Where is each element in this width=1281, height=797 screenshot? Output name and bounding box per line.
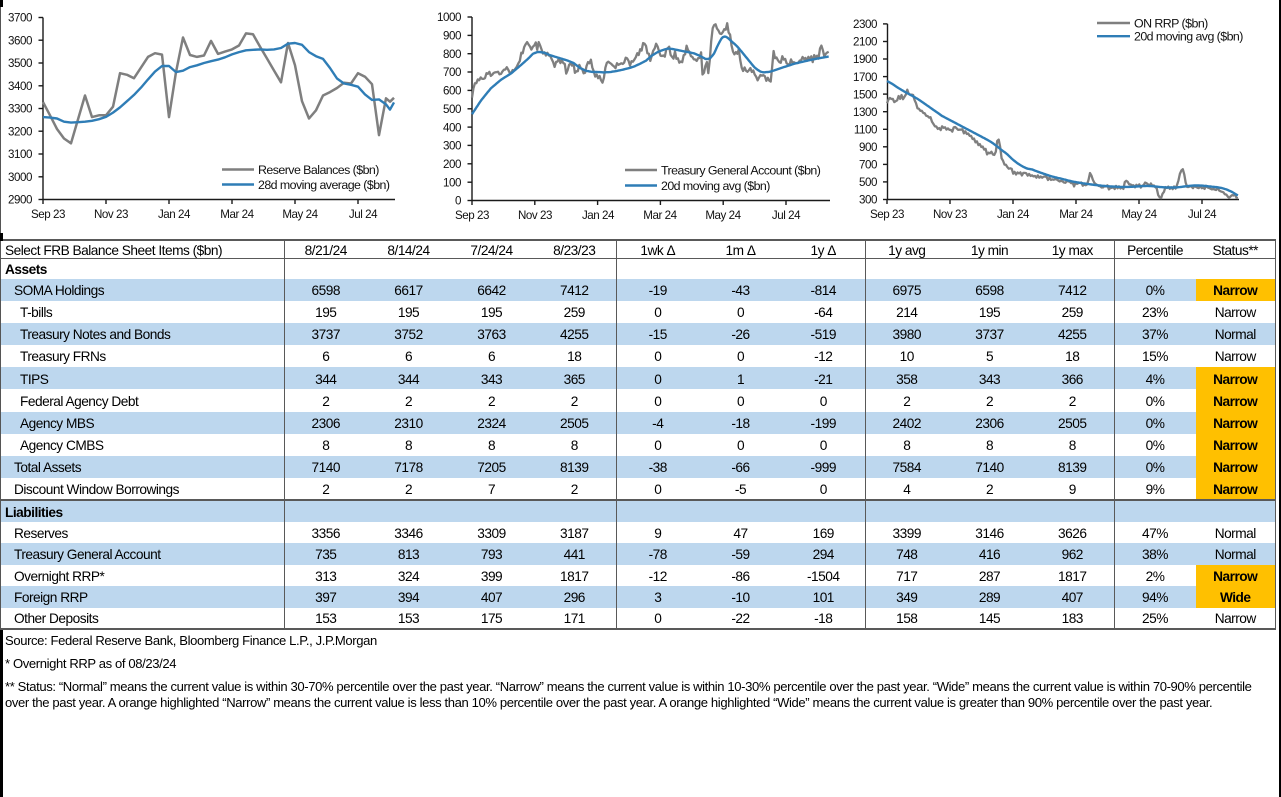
svg-text:Mar 24: Mar 24 (1059, 208, 1093, 221)
svg-text:3200: 3200 (8, 125, 32, 138)
svg-text:Jan 24: Jan 24 (997, 208, 1030, 221)
svg-text:100: 100 (443, 176, 461, 189)
svg-text:Nov 23: Nov 23 (94, 208, 128, 221)
svg-text:1100: 1100 (854, 124, 877, 137)
svg-text:900: 900 (443, 30, 461, 43)
svg-text:ON RRP ($bn): ON RRP ($bn) (1134, 16, 1208, 30)
svg-text:Sep 23: Sep 23 (31, 208, 65, 221)
svg-text:Sep 23: Sep 23 (455, 209, 489, 222)
svg-text:2100: 2100 (853, 36, 877, 49)
svg-text:Jul 24: Jul 24 (772, 209, 801, 222)
svg-text:1000: 1000 (437, 11, 461, 24)
svg-text:Jan 24: Jan 24 (582, 209, 615, 222)
svg-text:500: 500 (443, 103, 461, 116)
svg-text:Reserve Balances ($bn): Reserve Balances ($bn) (258, 163, 379, 177)
svg-text:300: 300 (859, 194, 877, 207)
svg-text:Jul 24: Jul 24 (1188, 208, 1217, 221)
svg-text:20d moving avg ($bn): 20d moving avg ($bn) (1134, 30, 1243, 44)
svg-text:3100: 3100 (8, 148, 32, 161)
svg-text:1900: 1900 (853, 53, 877, 66)
svg-text:Sep 23: Sep 23 (870, 208, 904, 221)
svg-text:3700: 3700 (8, 12, 32, 25)
svg-text:May 24: May 24 (282, 208, 318, 221)
svg-text:Jul 24: Jul 24 (349, 208, 378, 221)
svg-text:2900: 2900 (8, 194, 32, 207)
svg-text:600: 600 (443, 85, 461, 98)
svg-text:1700: 1700 (853, 71, 877, 84)
svg-text:3300: 3300 (8, 103, 32, 116)
svg-text:700: 700 (443, 66, 461, 79)
svg-text:20d moving avg ($bn): 20d moving avg ($bn) (661, 179, 770, 193)
svg-text:500: 500 (859, 176, 877, 189)
svg-text:800: 800 (443, 48, 461, 61)
svg-text:200: 200 (443, 158, 461, 171)
svg-text:0: 0 (455, 195, 461, 208)
svg-text:Mar 24: Mar 24 (220, 208, 254, 221)
svg-text:May 24: May 24 (705, 209, 741, 222)
svg-text:2300: 2300 (853, 18, 877, 31)
svg-text:3400: 3400 (8, 80, 32, 93)
svg-text:400: 400 (443, 121, 461, 134)
svg-text:Nov 23: Nov 23 (518, 209, 552, 222)
svg-text:Mar 24: Mar 24 (643, 209, 677, 222)
svg-text:1300: 1300 (853, 106, 877, 119)
svg-text:3500: 3500 (8, 57, 32, 70)
svg-text:1500: 1500 (853, 88, 877, 101)
svg-text:300: 300 (443, 140, 461, 153)
svg-text:May 24: May 24 (1121, 208, 1157, 221)
svg-text:700: 700 (859, 159, 877, 172)
svg-text:Nov 23: Nov 23 (933, 208, 967, 221)
svg-text:3600: 3600 (8, 35, 32, 48)
svg-text:3000: 3000 (8, 171, 32, 184)
svg-text:Jan 24: Jan 24 (158, 208, 191, 221)
svg-text:28d moving average ($bn): 28d moving average ($bn) (258, 178, 390, 192)
svg-text:900: 900 (859, 141, 877, 154)
svg-text:Treasury General Account ($bn): Treasury General Account ($bn) (661, 163, 821, 177)
